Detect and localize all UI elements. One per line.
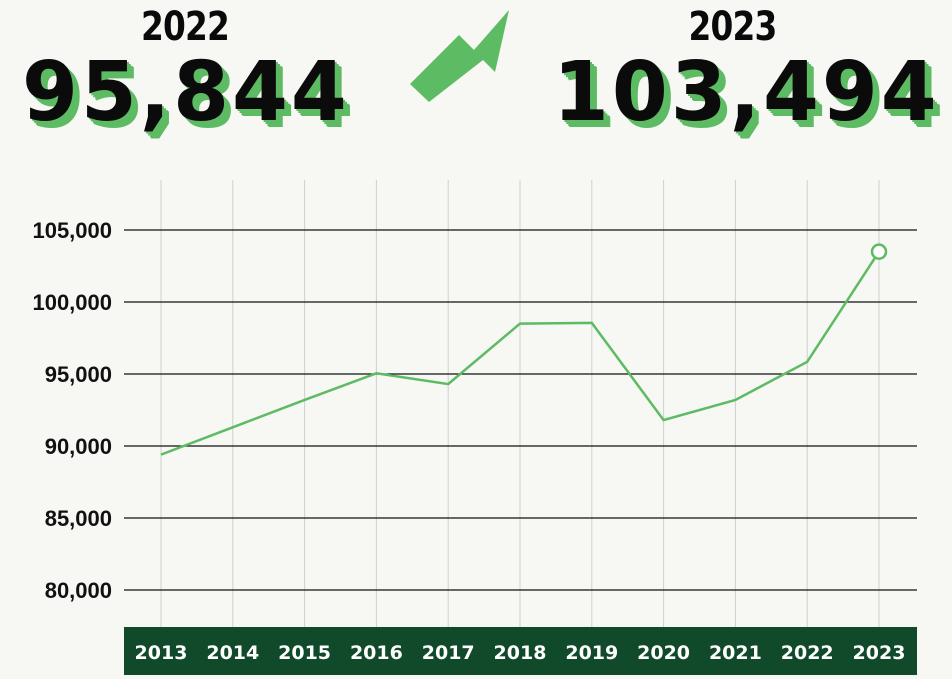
y-tick-label: 85,000 [45, 506, 112, 531]
x-tick-label: 2023 [853, 642, 906, 664]
vertical-gridlines [160, 180, 880, 627]
y-axis-tick-labels: 80,000 85,000 90,000 95,000 100,000 105,000 [32, 218, 112, 603]
left-value-label: 95,844 [22, 45, 350, 140]
x-tick-label: 2018 [494, 642, 547, 664]
x-tick-label: 2020 [637, 642, 690, 664]
x-axis-tick-labels: 2013 2014 2015 2016 2017 2018 2019 2020 2021 2022… [135, 642, 906, 664]
y-tick-label: 80,000 [45, 578, 112, 603]
x-tick-label: 2021 [709, 642, 762, 664]
right-year-label: 2023 [688, 4, 777, 50]
horizontal-gridlines [124, 229, 917, 591]
y-tick-label: 105,000 [32, 218, 112, 243]
x-tick-label: 2019 [565, 642, 618, 664]
x-tick-label: 2016 [350, 642, 403, 664]
x-tick-label: 2014 [206, 642, 259, 664]
right-value-label: 103,494 [553, 45, 940, 140]
x-axis-band [124, 627, 917, 675]
x-tick-label: 2015 [278, 642, 331, 664]
series-line [160, 251, 881, 456]
highlight-point [870, 243, 888, 260]
x-tick-label: 2022 [781, 642, 834, 664]
x-tick-label: 2013 [135, 642, 188, 664]
arrow-up-right-icon [410, 10, 509, 102]
y-tick-label: 95,000 [45, 362, 112, 387]
x-tick-label: 2017 [422, 642, 475, 664]
left-year-label: 2022 [140, 4, 230, 50]
y-tick-label: 90,000 [45, 434, 112, 459]
y-tick-label: 100,000 [32, 290, 112, 315]
series-points [870, 243, 888, 260]
